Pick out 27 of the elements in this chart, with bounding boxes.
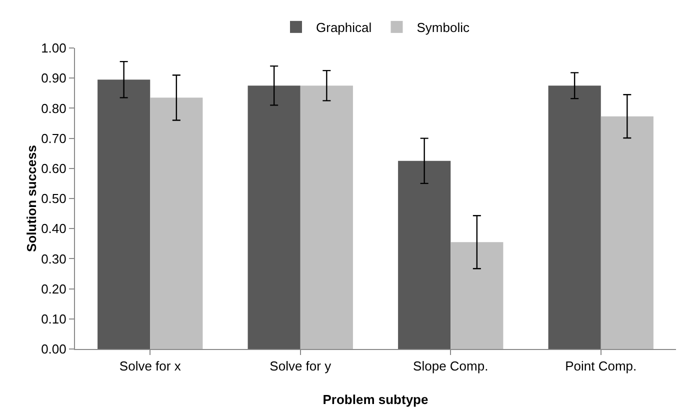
x-tick-label: Solve for y	[270, 358, 332, 374]
y-tick-label: 0.10	[41, 311, 66, 326]
bar	[150, 98, 203, 349]
y-tick-label: 0.30	[41, 251, 66, 266]
y-tick-label: 0.20	[41, 281, 66, 296]
y-tick-label: 0.50	[41, 191, 66, 206]
bar	[98, 80, 150, 349]
y-tick-label: 0.90	[41, 70, 66, 86]
bar	[300, 86, 353, 349]
y-tick-label: 0.00	[41, 342, 66, 357]
y-tick-label: 0.80	[41, 100, 66, 116]
y-tick-label: 0.70	[41, 130, 66, 146]
x-tick-label: Point Comp.	[565, 358, 637, 374]
y-axis-title: Solution success	[24, 145, 40, 252]
legend-label: Symbolic	[416, 20, 470, 35]
bar	[548, 86, 601, 349]
x-tick-label: Slope Comp.	[413, 358, 488, 374]
x-tick-label: Solve for x	[119, 358, 182, 374]
x-axis-title: Problem subtype	[322, 392, 428, 408]
y-tick-label: 0.40	[41, 221, 66, 236]
bar	[600, 116, 654, 349]
y-tick-label: 1.00	[41, 40, 66, 56]
bar	[248, 86, 300, 349]
bar	[450, 242, 504, 349]
bar	[398, 160, 451, 349]
y-tick-label: 0.60	[41, 160, 66, 176]
legend-label: Graphical	[316, 20, 372, 35]
